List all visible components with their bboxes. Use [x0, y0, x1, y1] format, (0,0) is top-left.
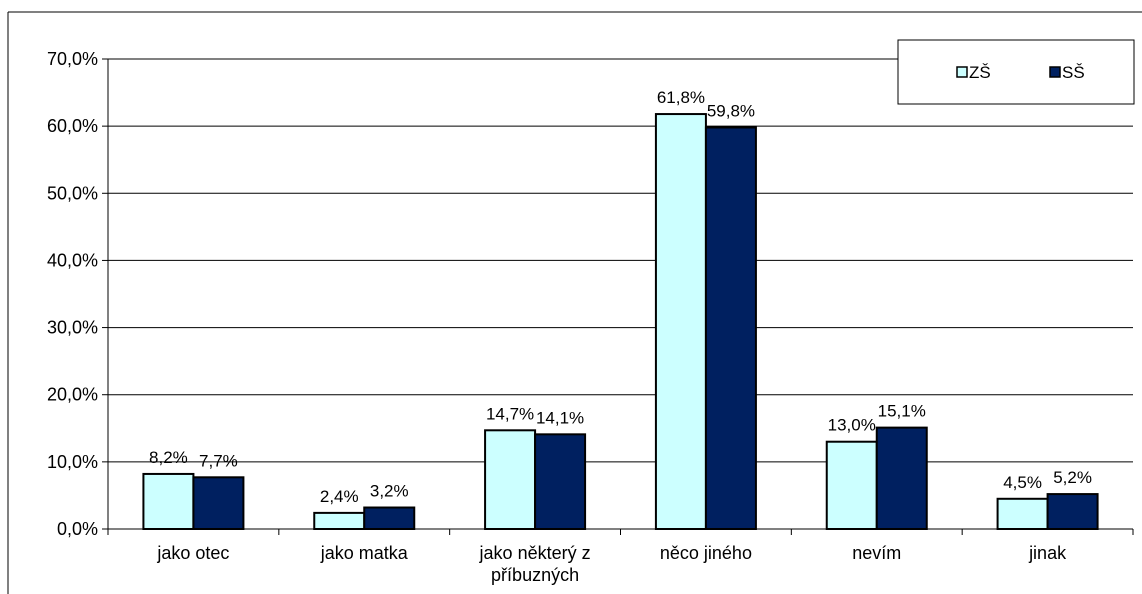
- gridlines: [108, 58, 1133, 463]
- legend-swatch: [1049, 66, 1061, 78]
- x-category-labels: jako otec jako matka jako některý z příbuzn…: [156, 543, 1067, 585]
- y-tick-label: 40,0%: [47, 250, 98, 270]
- y-tick-labels: 0,0% 10,0% 20,0% 30,0% 40,0% 50,0% 60,0% 70,0%: [47, 49, 98, 539]
- data-labels: 8,2% 7,7% 2,4% 3,2% 14,7% 14,1% 61,8%59,8% 13,0…: [149, 88, 1092, 506]
- bar: [996, 497, 1049, 530]
- bar: [534, 433, 587, 531]
- data-label: 4,5%: [1003, 473, 1042, 492]
- data-label: 8,2%: [149, 448, 188, 467]
- bar: [825, 440, 878, 531]
- data-label: 59,8%: [707, 101, 755, 120]
- x-category-label: jinak: [1028, 543, 1067, 563]
- axes: [7, 11, 1142, 594]
- y-tick-label: 10,0%: [47, 452, 98, 472]
- data-label: 7,7%: [199, 451, 238, 470]
- y-tick-label: 70,0%: [47, 49, 98, 69]
- bar: [363, 506, 416, 530]
- y-tick-label: 0,0%: [57, 519, 98, 539]
- data-label: 14,1%: [536, 408, 584, 427]
- y-tick-label: 50,0%: [47, 183, 98, 203]
- data-label: 14,7%: [486, 404, 534, 423]
- legend-box: [897, 39, 1135, 105]
- bar: [192, 476, 245, 530]
- bar: [875, 426, 928, 530]
- bar: [313, 511, 366, 531]
- bar: [484, 429, 537, 530]
- bar: [142, 472, 195, 531]
- legend-swatch: [956, 66, 968, 78]
- bar: [654, 113, 707, 531]
- data-label: 13,0%: [828, 416, 876, 435]
- x-category-label: něco jiného: [660, 543, 752, 563]
- data-label: 61,8%: [657, 88, 705, 107]
- data-label: 15,1%: [878, 402, 926, 421]
- y-tick-label: 30,0%: [47, 318, 98, 338]
- bars: [142, 113, 1099, 531]
- x-category-label: jako některý z příbuzných: [479, 543, 591, 585]
- legend-label: ZŠ: [969, 63, 991, 82]
- legend: ZŠ SŠ: [897, 39, 1135, 105]
- y-tick-label: 60,0%: [47, 116, 98, 136]
- bar: [704, 126, 757, 530]
- data-label: 5,2%: [1053, 468, 1092, 487]
- bar: [1046, 493, 1099, 531]
- x-category-label: nevím: [852, 543, 901, 563]
- y-tick-label: 20,0%: [47, 385, 98, 405]
- x-category-label: jako otec: [156, 543, 229, 563]
- legend-label: SŠ: [1062, 63, 1085, 82]
- data-label: 3,2%: [370, 482, 409, 501]
- data-label: 2,4%: [320, 487, 359, 506]
- x-category-label: jako matka: [320, 543, 409, 563]
